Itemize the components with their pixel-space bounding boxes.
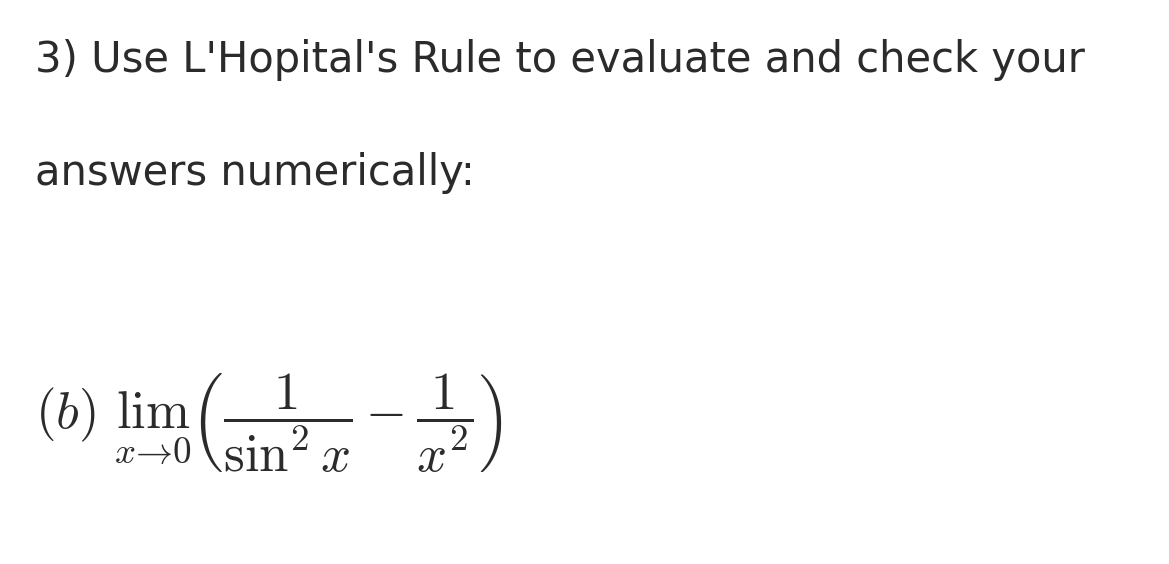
Text: 3) Use L'Hopital's Rule to evaluate and check your: 3) Use L'Hopital's Rule to evaluate and … <box>35 39 1085 81</box>
Text: answers numerically:: answers numerically: <box>35 152 475 194</box>
Text: $(b)\ \lim_{x \to 0}\left(\dfrac{1}{\sin^2 x} - \dfrac{1}{x^2}\right)$: $(b)\ \lim_{x \to 0}\left(\dfrac{1}{\sin… <box>35 372 503 474</box>
